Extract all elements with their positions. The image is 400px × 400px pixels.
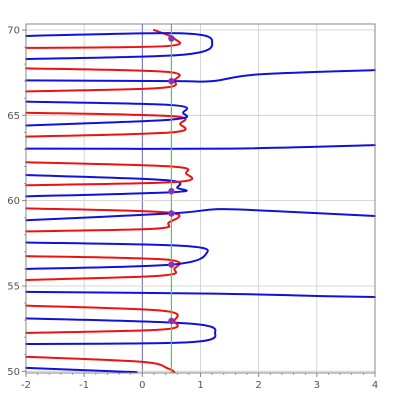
blue-curve: [25, 317, 217, 345]
intersection-marker: [168, 317, 175, 325]
intersection-marker: [168, 188, 175, 195]
red-curve: [25, 28, 181, 49]
tick-labels: -2 -1 0 1 2 3 4 50 55 60 65 70: [7, 25, 378, 391]
red-curve: [25, 111, 187, 138]
intersection-marker: [168, 210, 175, 217]
markers: [168, 35, 175, 325]
x-tick-label: -1: [79, 380, 89, 391]
intersection-marker: [168, 77, 175, 85]
blue-curve: [25, 174, 188, 198]
y-tick-label: 65: [7, 111, 20, 122]
x-tick-label: 3: [314, 380, 320, 391]
ticks: [22, 29, 376, 377]
x-tick-label: -2: [21, 380, 31, 391]
x-tick-label: 4: [372, 380, 378, 391]
y-tick-label: 55: [7, 281, 20, 292]
curves: [25, 28, 376, 374]
blue-curve: [25, 32, 214, 60]
blue-curve: [25, 100, 189, 127]
intersection-marker: [168, 35, 175, 42]
blue-curve: [25, 208, 376, 222]
x-tick-label: 2: [255, 380, 261, 391]
red-curve: [25, 355, 176, 374]
x-tick-label: 1: [197, 380, 203, 391]
y-tick-label: 60: [7, 196, 20, 207]
grid: [25, 24, 376, 373]
blue-curve: [25, 144, 376, 150]
blue-curve: [25, 366, 138, 374]
y-tick-label: 70: [7, 25, 20, 36]
blue-curve: [25, 69, 376, 83]
red-curve: [25, 255, 181, 281]
intersection-marker: [168, 261, 175, 268]
red-curve: [25, 207, 181, 233]
x-tick-label: 0: [139, 380, 145, 391]
blue-curve: [25, 290, 376, 299]
red-curve: [25, 161, 193, 187]
blue-curve: [25, 241, 209, 270]
y-tick-label: 50: [7, 367, 20, 378]
